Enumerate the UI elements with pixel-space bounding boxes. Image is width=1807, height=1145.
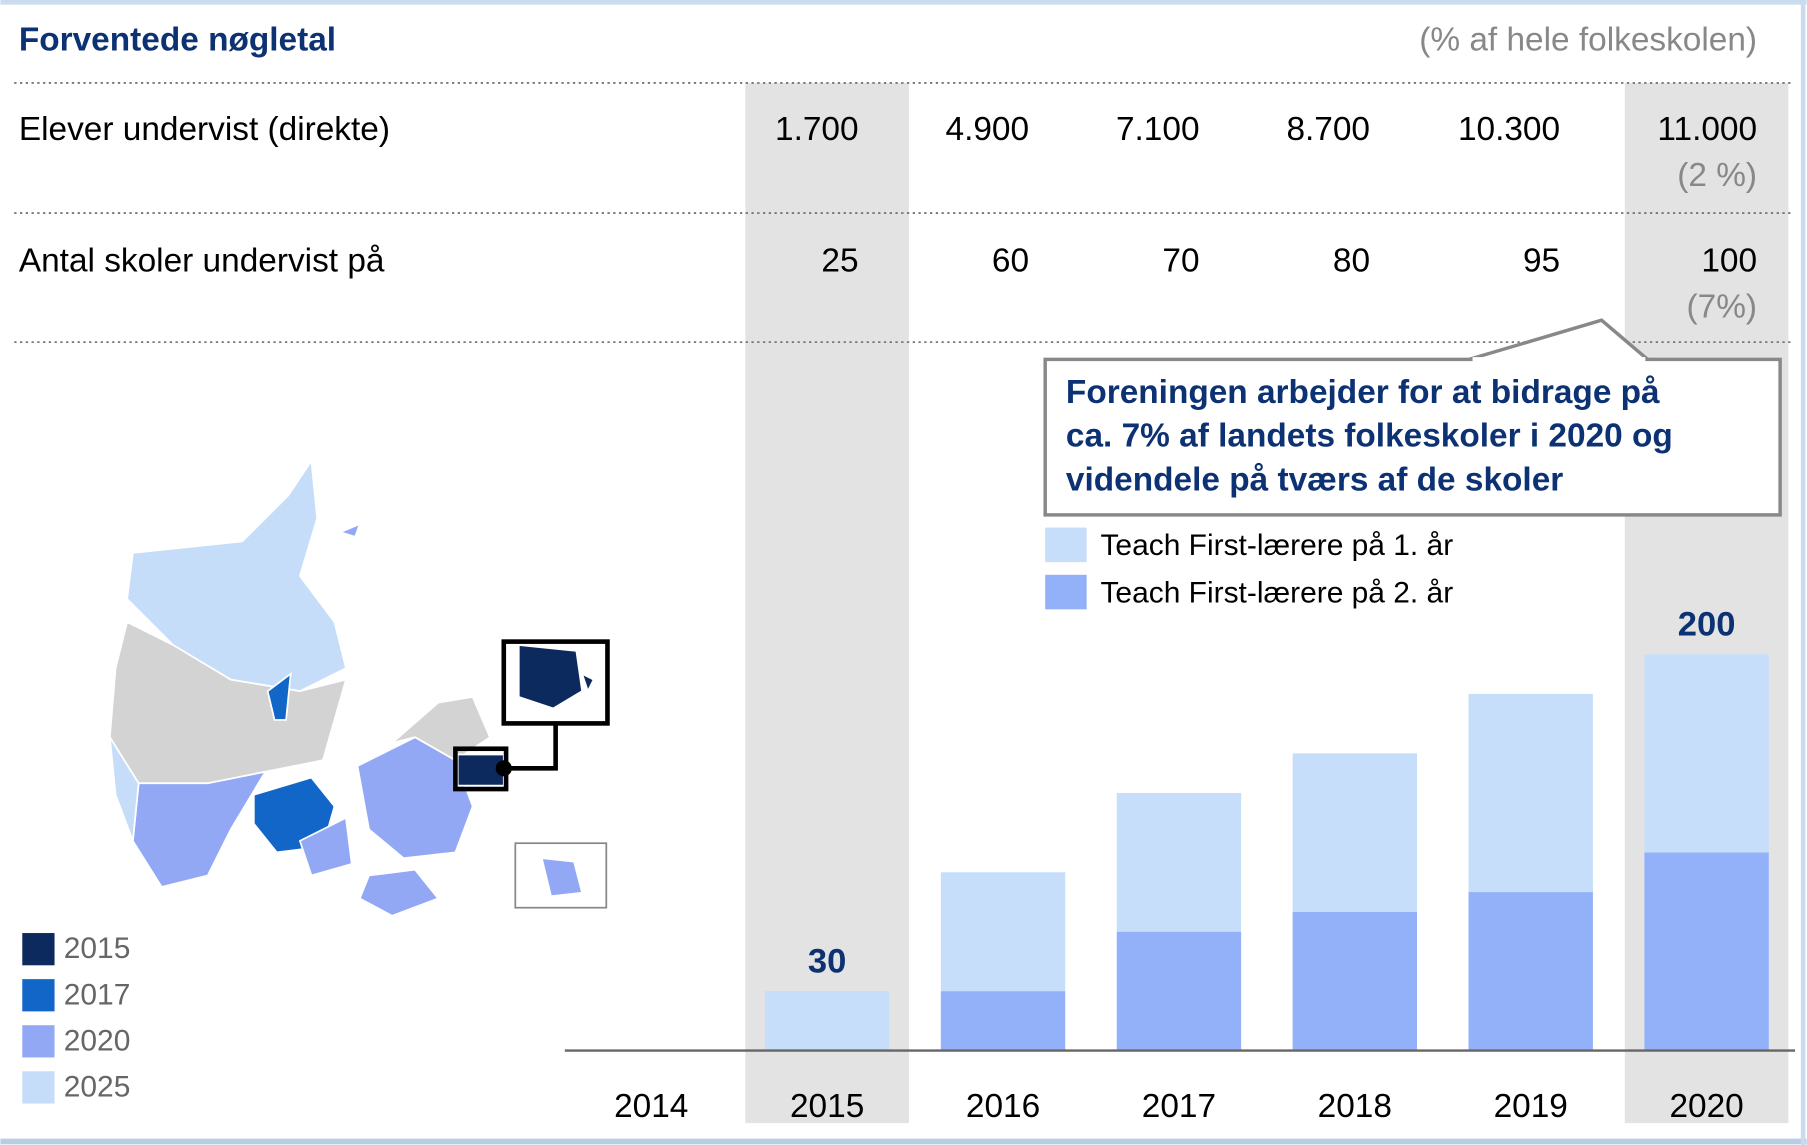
total-label: 30 — [808, 943, 846, 981]
x-tick-label: 2018 — [1318, 1088, 1392, 1125]
cell: 10.300 — [1458, 111, 1560, 148]
cell: 7.100 — [1116, 111, 1200, 148]
cell: 70 — [1162, 242, 1199, 279]
callout-line: Foreningen arbejder for at bidrage på — [1066, 374, 1660, 411]
callout-line: videndele på tværs af de skoler — [1066, 461, 1563, 498]
x-tick-label: 2015 — [790, 1088, 864, 1125]
legend-label: Teach First-lærere på 1. år — [1100, 529, 1453, 562]
map-legend-label: 2025 — [64, 1070, 131, 1103]
legend-label: Teach First-lærere på 2. år — [1100, 576, 1453, 609]
bar-segment — [940, 872, 1066, 992]
map-legend-swatch — [22, 933, 55, 966]
callout-line: ca. 7% af landets folkeskoler i 2020 og — [1066, 418, 1673, 455]
bar-segment — [940, 991, 1066, 1051]
x-tick-label: 2014 — [614, 1088, 688, 1125]
row-label: Antal skoler undervist på — [19, 242, 385, 279]
title: Forventede nøgletal — [19, 21, 336, 58]
map-legend: 2015 2017 2020 2025 — [22, 932, 131, 1104]
cell: 25 — [821, 242, 858, 279]
cell: 8.700 — [1286, 111, 1370, 148]
plot: Elever undervist (direkte) 1.700 4.900 7.10… — [19, 111, 1796, 1125]
callout-pointer — [1468, 318, 1649, 362]
callout: Foreningen arbejder for at bidrage på ca.… — [1066, 374, 1673, 499]
map-legend-swatch — [22, 1071, 55, 1104]
cell: 95 — [1523, 242, 1560, 279]
bar-segment — [1644, 852, 1769, 1051]
map-legend-label: 2020 — [64, 1024, 131, 1057]
note: (% af hele folkeskolen) — [1419, 21, 1757, 58]
map-legend-swatch — [22, 1025, 55, 1058]
bar-segment — [1116, 931, 1242, 1051]
bar-segment — [764, 991, 890, 1051]
bar-segment — [1116, 792, 1242, 932]
callout-box — [1043, 357, 1782, 517]
x-tick-label: 2017 — [1142, 1088, 1216, 1125]
highlight-band — [745, 82, 909, 1124]
legend-swatch — [1045, 574, 1087, 610]
cell-sub: (7%) — [1687, 289, 1758, 326]
cell: 100 — [1701, 242, 1757, 279]
legend-swatch — [1045, 527, 1087, 563]
bar-segment — [1468, 892, 1593, 1051]
cell: 11.000 — [1657, 111, 1757, 148]
bar-segment — [1644, 654, 1769, 853]
total-label: 200 — [1678, 606, 1736, 644]
cell: 1.700 — [775, 111, 859, 148]
cell-sub: (2 %) — [1677, 157, 1757, 194]
map-insets — [453, 639, 610, 909]
x-tick-label: 2019 — [1494, 1088, 1568, 1125]
bar-segment — [1292, 753, 1418, 912]
map-legend-swatch — [22, 979, 55, 1012]
map-legend-label: 2017 — [64, 978, 131, 1011]
bar-segment — [1292, 911, 1418, 1051]
x-tick-label: 2020 — [1669, 1088, 1743, 1125]
bar-segment — [1468, 693, 1593, 893]
x-tick-label: 2016 — [966, 1088, 1040, 1125]
map — [108, 458, 595, 917]
map-legend-label: 2015 — [64, 932, 131, 965]
cell: 80 — [1333, 242, 1370, 279]
highlight-bands — [745, 82, 1789, 1124]
row-label: Elever undervist (direkte) — [19, 111, 390, 148]
cell: 4.900 — [945, 111, 1029, 148]
cell: 60 — [992, 242, 1029, 279]
